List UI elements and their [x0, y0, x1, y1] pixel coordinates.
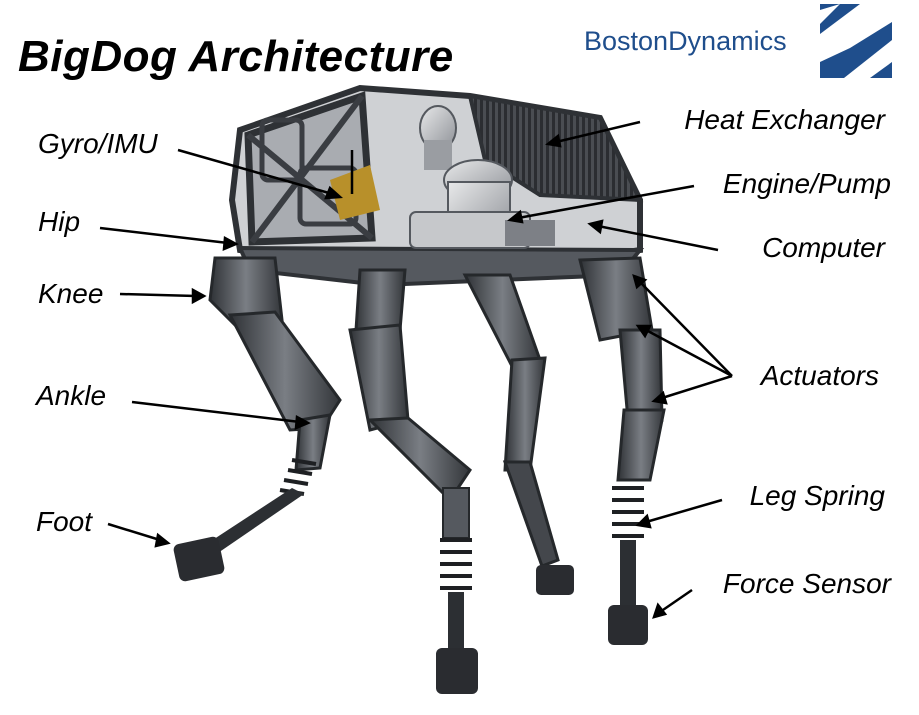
boston-dynamics-logo-mark-icon [820, 4, 892, 78]
logo-word-boston: Boston [584, 26, 669, 56]
rear-right-leg [578, 256, 666, 645]
label-leg-spring: Leg Spring [749, 480, 885, 511]
label-force-sensor: Force Sensor [722, 568, 891, 599]
front-right-leg [348, 268, 478, 694]
page-title: BigDog Architecture [18, 32, 454, 81]
label-foot: Foot [36, 506, 93, 537]
label-ankle: Ankle [36, 380, 107, 411]
label-heat-exchanger: Heat Exchanger [684, 104, 885, 135]
engine-pump-assembly [409, 105, 555, 249]
boston-dynamics-logo-text: BostonDynamics [584, 26, 787, 57]
label-engine-pump: Engine/Pump [722, 168, 891, 199]
front-left-leg [173, 256, 342, 582]
logo-word-dynamics: Dynamics [668, 26, 787, 56]
callout-arrows [99, 120, 733, 619]
label-actuators: Actuators [760, 360, 879, 391]
label-hip: Hip [38, 206, 81, 237]
label-computer: Computer [762, 232, 885, 263]
label-gyro-imu: Gyro/IMU [38, 128, 158, 159]
label-knee: Knee [38, 278, 104, 309]
body-frame [228, 84, 645, 288]
rear-left-leg [462, 273, 574, 595]
